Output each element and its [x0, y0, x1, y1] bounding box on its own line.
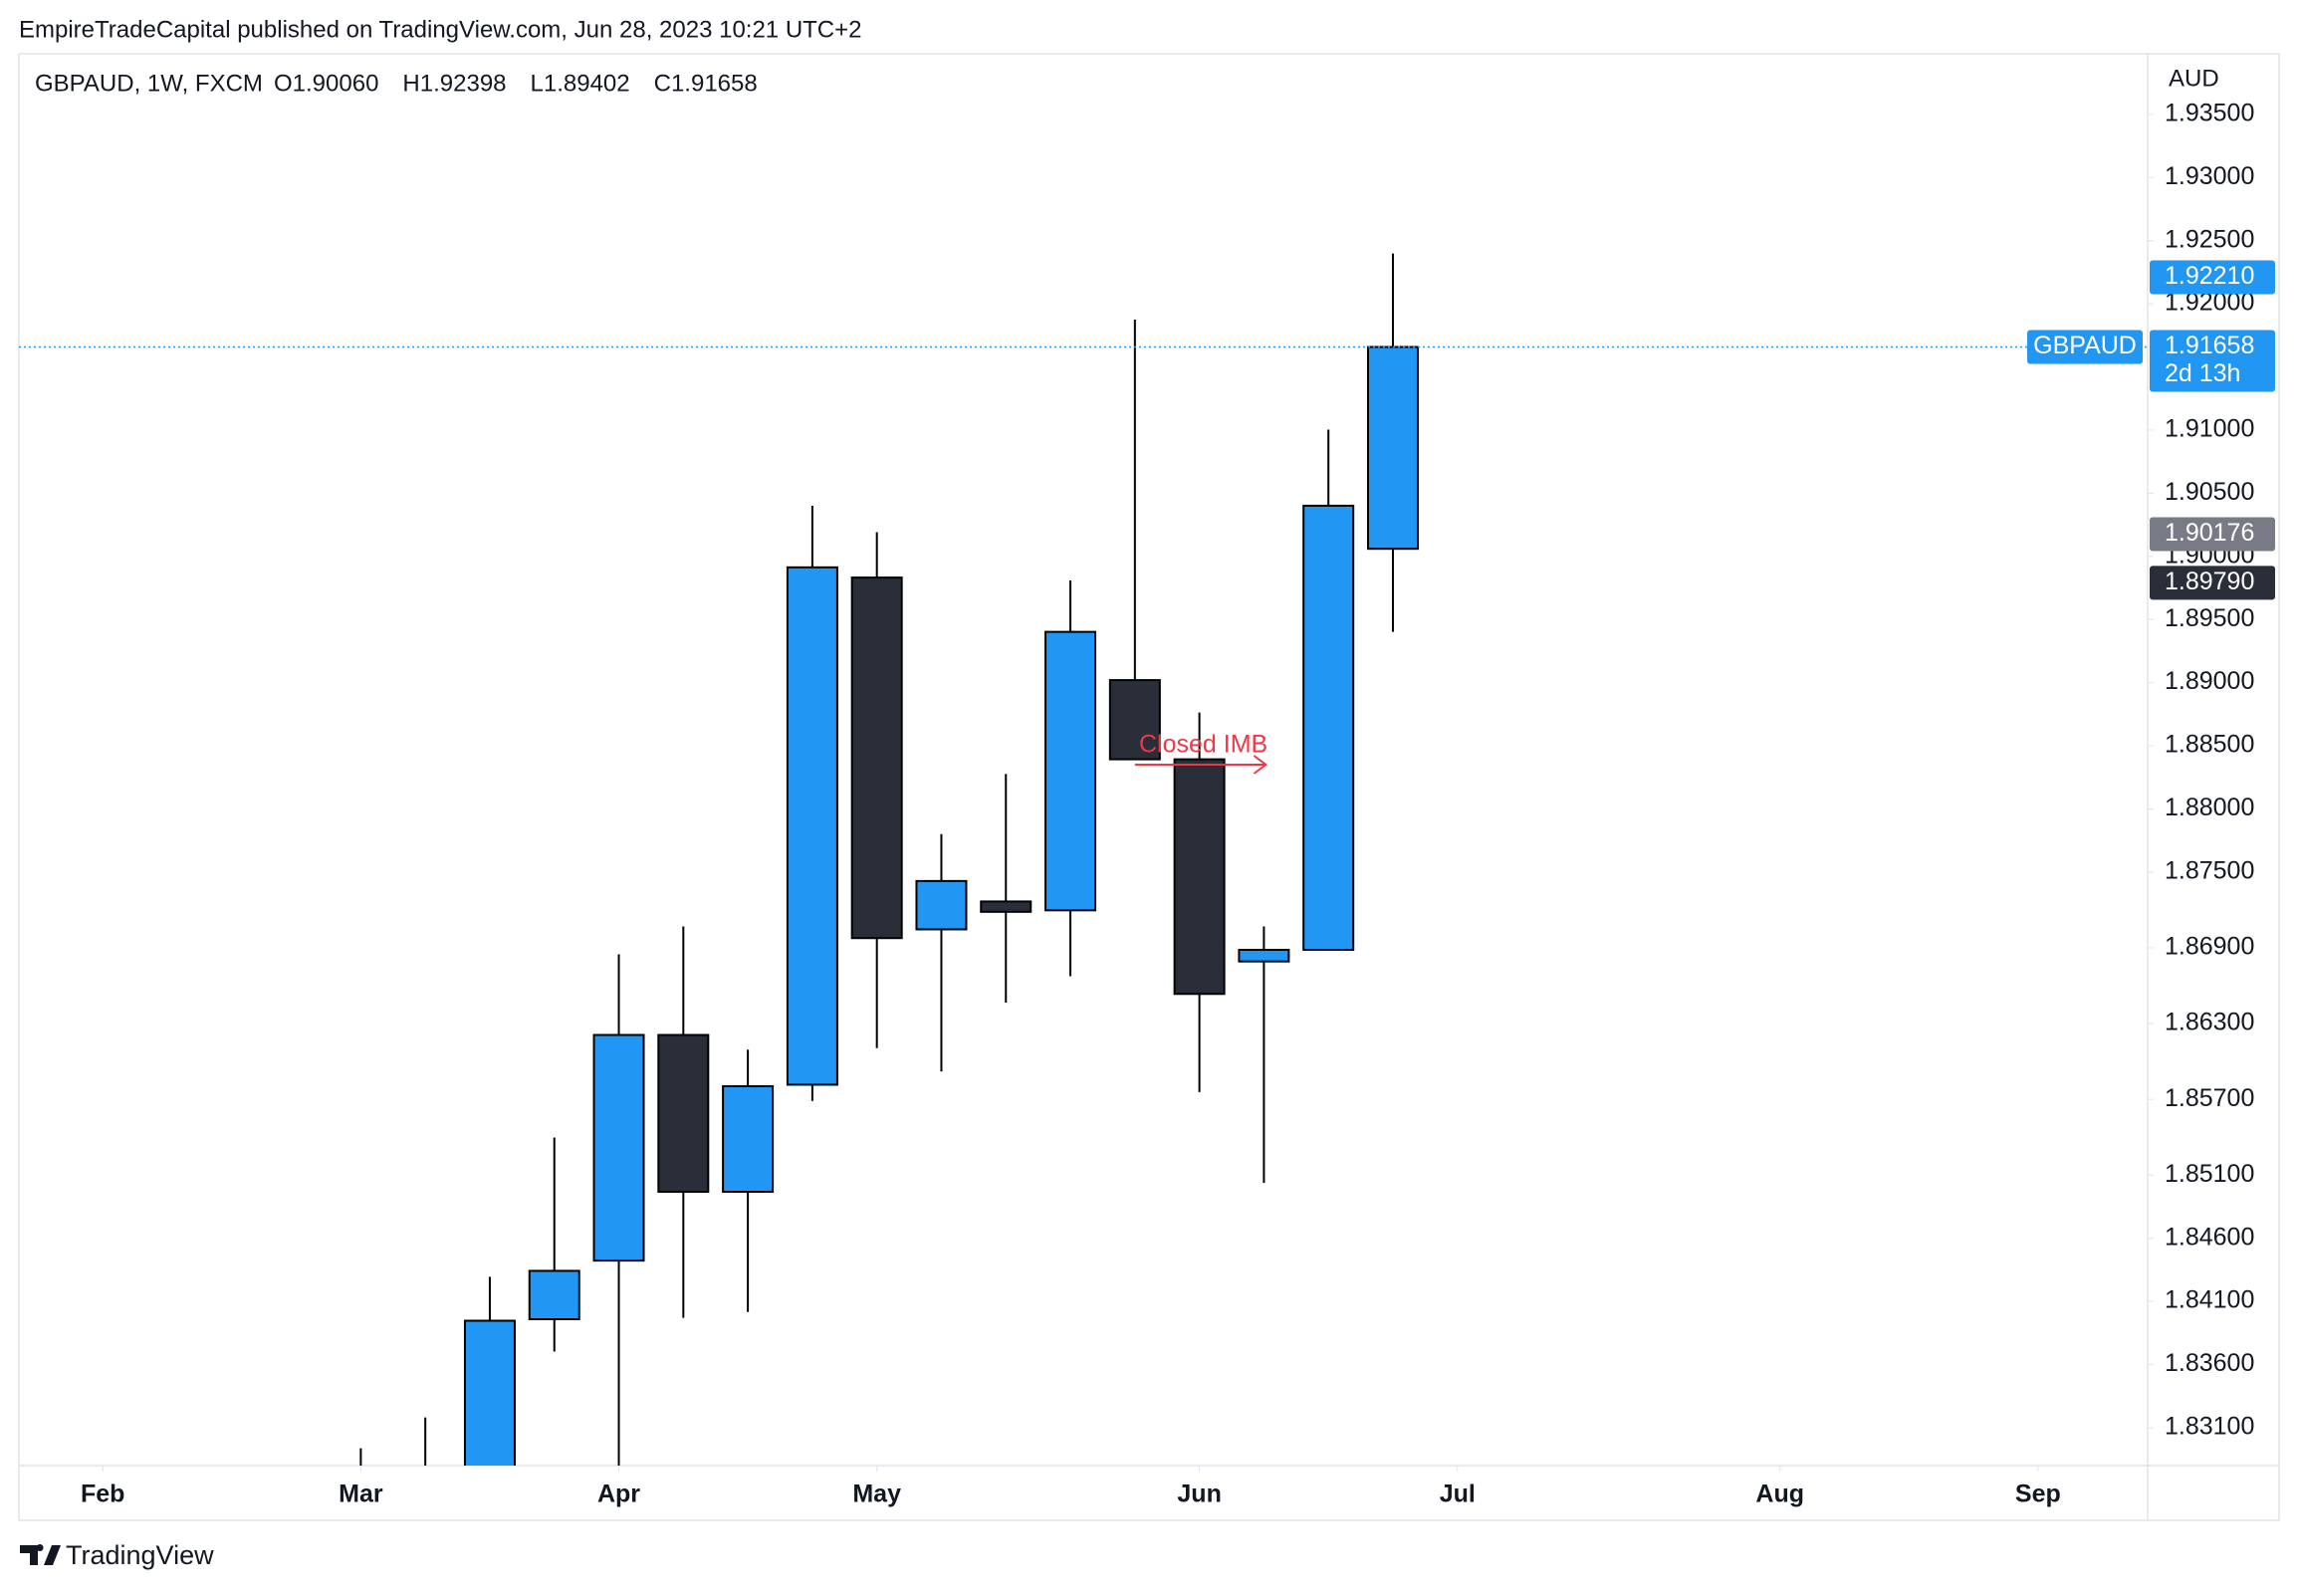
candle-body [1044, 630, 1097, 912]
logo-icon [20, 1544, 61, 1565]
candle-body [1302, 504, 1355, 952]
y-tick-label: 1.93500 [2165, 99, 2254, 126]
price-label-text: 1.89790 [2165, 568, 2254, 595]
y-tick-label: 1.89000 [2165, 667, 2254, 695]
price-label-box [2150, 260, 2275, 295]
footer-logo: TradingView [20, 1540, 214, 1570]
price-label-text: 1.90176 [2165, 519, 2254, 547]
symbol-label: GBPAUD, 1W, FXCM [35, 70, 263, 97]
price-label-text: 1.92210 [2165, 262, 2254, 290]
annotation-arrow [1134, 755, 1268, 775]
currency-label: AUD [2169, 65, 2219, 92]
y-tick-label: 1.88000 [2165, 794, 2254, 821]
price-label-box [2150, 517, 2275, 552]
x-tick-label: Jul [1440, 1481, 1476, 1508]
last-price-box [2150, 330, 2275, 392]
ohlc-value: C1.91658 [654, 70, 758, 97]
ohlc-value: H1.92398 [402, 70, 506, 97]
x-tick-label: Aug [1755, 1481, 1804, 1508]
symbol-tag-text: GBPAUD [2033, 332, 2137, 359]
footer-brand: TradingView [66, 1540, 214, 1570]
y-tick-label: 1.83600 [2165, 1349, 2254, 1377]
y-tick-label: 1.85100 [2165, 1160, 2254, 1188]
y-tick-label: 1.91000 [2165, 415, 2254, 443]
chart-frame [18, 53, 2280, 1521]
candle-body [463, 1319, 516, 1466]
x-tick-label: Mar [339, 1481, 383, 1508]
y-tick-label: 1.92500 [2165, 225, 2254, 253]
candle-body [528, 1269, 580, 1320]
y-tick-label: 1.86900 [2165, 933, 2254, 961]
x-tick-label: Apr [597, 1481, 640, 1508]
y-tick-label: 1.84100 [2165, 1286, 2254, 1314]
candle-body [592, 1033, 645, 1262]
candle-body [915, 879, 968, 931]
y-tick-label: 1.86300 [2165, 1009, 2254, 1036]
candle-body [1366, 345, 1419, 551]
plot-area [359, 253, 1419, 1466]
candle-body [850, 576, 903, 940]
y-tick-label: 1.83100 [2165, 1413, 2254, 1441]
y-tick-label: 1.93000 [2165, 162, 2254, 190]
publish-info: EmpireTradeCapital published on TradingV… [19, 16, 862, 43]
ohlc-value: L1.89402 [531, 70, 630, 97]
candle-body [722, 1084, 775, 1194]
candle-body [1108, 679, 1161, 761]
price-label-box [2150, 566, 2275, 600]
y-tick-label: 1.85700 [2165, 1084, 2254, 1112]
countdown-text: 2d 13h [2165, 359, 2240, 387]
y-tick-label: 1.88500 [2165, 731, 2254, 759]
candle-body [657, 1033, 710, 1194]
x-tick-label: Jun [1177, 1481, 1221, 1508]
last-price-text: 1.91658 [2165, 332, 2254, 359]
x-tick-label: Sep [2015, 1481, 2061, 1508]
y-tick-label: 1.90500 [2165, 478, 2254, 506]
candle-body [1238, 949, 1290, 963]
x-tick-label: Feb [81, 1481, 124, 1508]
y-tick-label: 1.89500 [2165, 604, 2254, 632]
x-tick-label: May [852, 1481, 901, 1508]
candle-body [1173, 758, 1226, 996]
annotation-text: Closed IMB [1139, 731, 1267, 759]
candle-body [980, 900, 1033, 913]
candle-body [786, 566, 838, 1086]
y-tick-label: 1.87500 [2165, 856, 2254, 884]
ohlc-value: O1.90060 [274, 70, 378, 97]
y-tick-label: 1.84600 [2165, 1223, 2254, 1251]
symbol-tag-box [2027, 330, 2143, 364]
